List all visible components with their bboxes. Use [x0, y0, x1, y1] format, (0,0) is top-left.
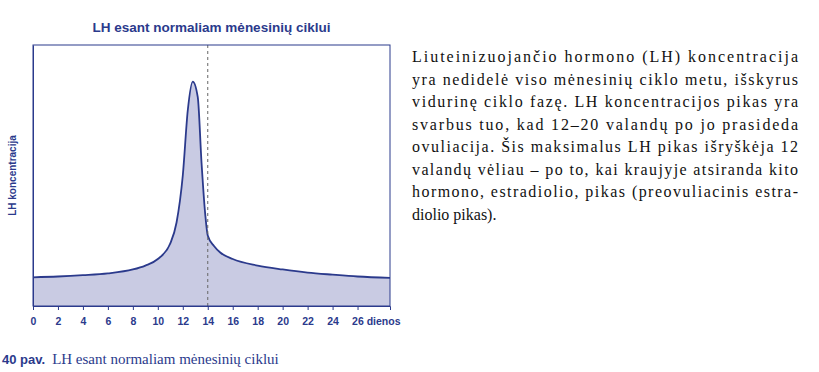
x-tick-label: 20: [277, 315, 289, 327]
paragraph-line: vidurinę ciklo fazę. LH koncentracijos p…: [412, 93, 798, 111]
x-tick: 4: [81, 306, 87, 327]
x-tick-label: 6: [105, 315, 111, 327]
x-tick: 26 dienos: [352, 306, 401, 327]
x-tick: 18: [252, 306, 264, 327]
x-tick-mark: [208, 306, 209, 310]
x-tick-mark: [333, 306, 334, 310]
x-axis-line: [34, 307, 391, 311]
x-tick: 6: [105, 306, 111, 327]
caption-label: 40 pav.: [2, 352, 45, 367]
x-tick-mark: [133, 306, 134, 310]
y-axis-line: [33, 46, 34, 307]
y-axis-title: LH koncentracija: [7, 135, 18, 216]
x-tick: 24: [327, 306, 339, 327]
x-tick-mark: [83, 306, 84, 310]
x-tick-label: 26 dienos: [352, 315, 401, 327]
x-tick-mark: [183, 306, 184, 310]
line: [33, 82, 390, 278]
x-tick: 0: [31, 306, 37, 327]
paragraph-line: svarbus tuo, kad 12–20 valandų po jo pra…: [412, 116, 798, 134]
x-tick-mark: [358, 306, 359, 310]
x-tick-mark: [108, 306, 109, 310]
x-tick-label: 4: [81, 315, 87, 327]
area: [33, 82, 390, 306]
x-tick: 20: [277, 306, 289, 327]
x-tick: 10: [152, 306, 164, 327]
chart-title: LH esant normaliam mėnesinių ciklui: [93, 20, 331, 35]
x-tick-mark: [233, 306, 234, 310]
paragraph-line: Liuteinizuojančio hormono (LH) koncentra…: [412, 48, 798, 66]
x-tick-label: 16: [227, 315, 239, 327]
x-tick-mark: [283, 306, 284, 310]
x-tick: 12: [177, 306, 189, 327]
figure: LH esant normaliam mėnesinių ciklui LH ko…: [0, 0, 819, 372]
x-tick: 16: [227, 306, 239, 327]
x-tick-mark: [308, 306, 309, 310]
paragraph-line: ovuliacija. Šis maksimalus LH pikas išry…: [412, 137, 798, 156]
x-tick-label: 8: [130, 315, 136, 327]
plot-frame: [33, 45, 390, 306]
x-axis: 02468101214161820222426 dienos: [31, 306, 401, 327]
caption: 40 pav. LH esant normaliam mėnesinių cikl…: [2, 351, 279, 367]
x-tick-label: 18: [252, 315, 264, 327]
x-tick-label: 24: [327, 315, 339, 327]
plot-area: [33, 45, 390, 306]
x-tick-label: 0: [31, 315, 37, 327]
x-tick: 14: [202, 306, 214, 327]
paragraph-line: diolio pikas).: [412, 206, 496, 224]
x-tick: 2: [56, 306, 62, 327]
y-axis: [33, 46, 34, 307]
x-tick-label: 10: [152, 315, 164, 327]
paragraph-line: valandų vėliau – po to, kai kraujyje ats…: [412, 161, 798, 179]
x-tick-mark: [258, 306, 259, 310]
x-tick-label: 12: [177, 315, 189, 327]
x-tick-label: 22: [302, 315, 314, 327]
x-tick: 22: [302, 306, 314, 327]
x-tick-mark: [58, 306, 59, 310]
reference-line: [207, 45, 208, 306]
x-tick-mark: [158, 306, 159, 310]
x-tick: 8: [130, 306, 136, 327]
x-tick-label: 2: [56, 315, 62, 327]
caption-text: LH esant normaliam mėnesinių ciklui: [52, 351, 279, 367]
paragraph-line: yra nedidelė viso mėnesinių ciklo metu, …: [412, 71, 798, 89]
paragraph-line: hormono, estradiolio, pikas (preovuliaci…: [412, 183, 798, 201]
x-tick-label: 14: [202, 315, 214, 327]
x-tick-mark: [33, 306, 34, 310]
